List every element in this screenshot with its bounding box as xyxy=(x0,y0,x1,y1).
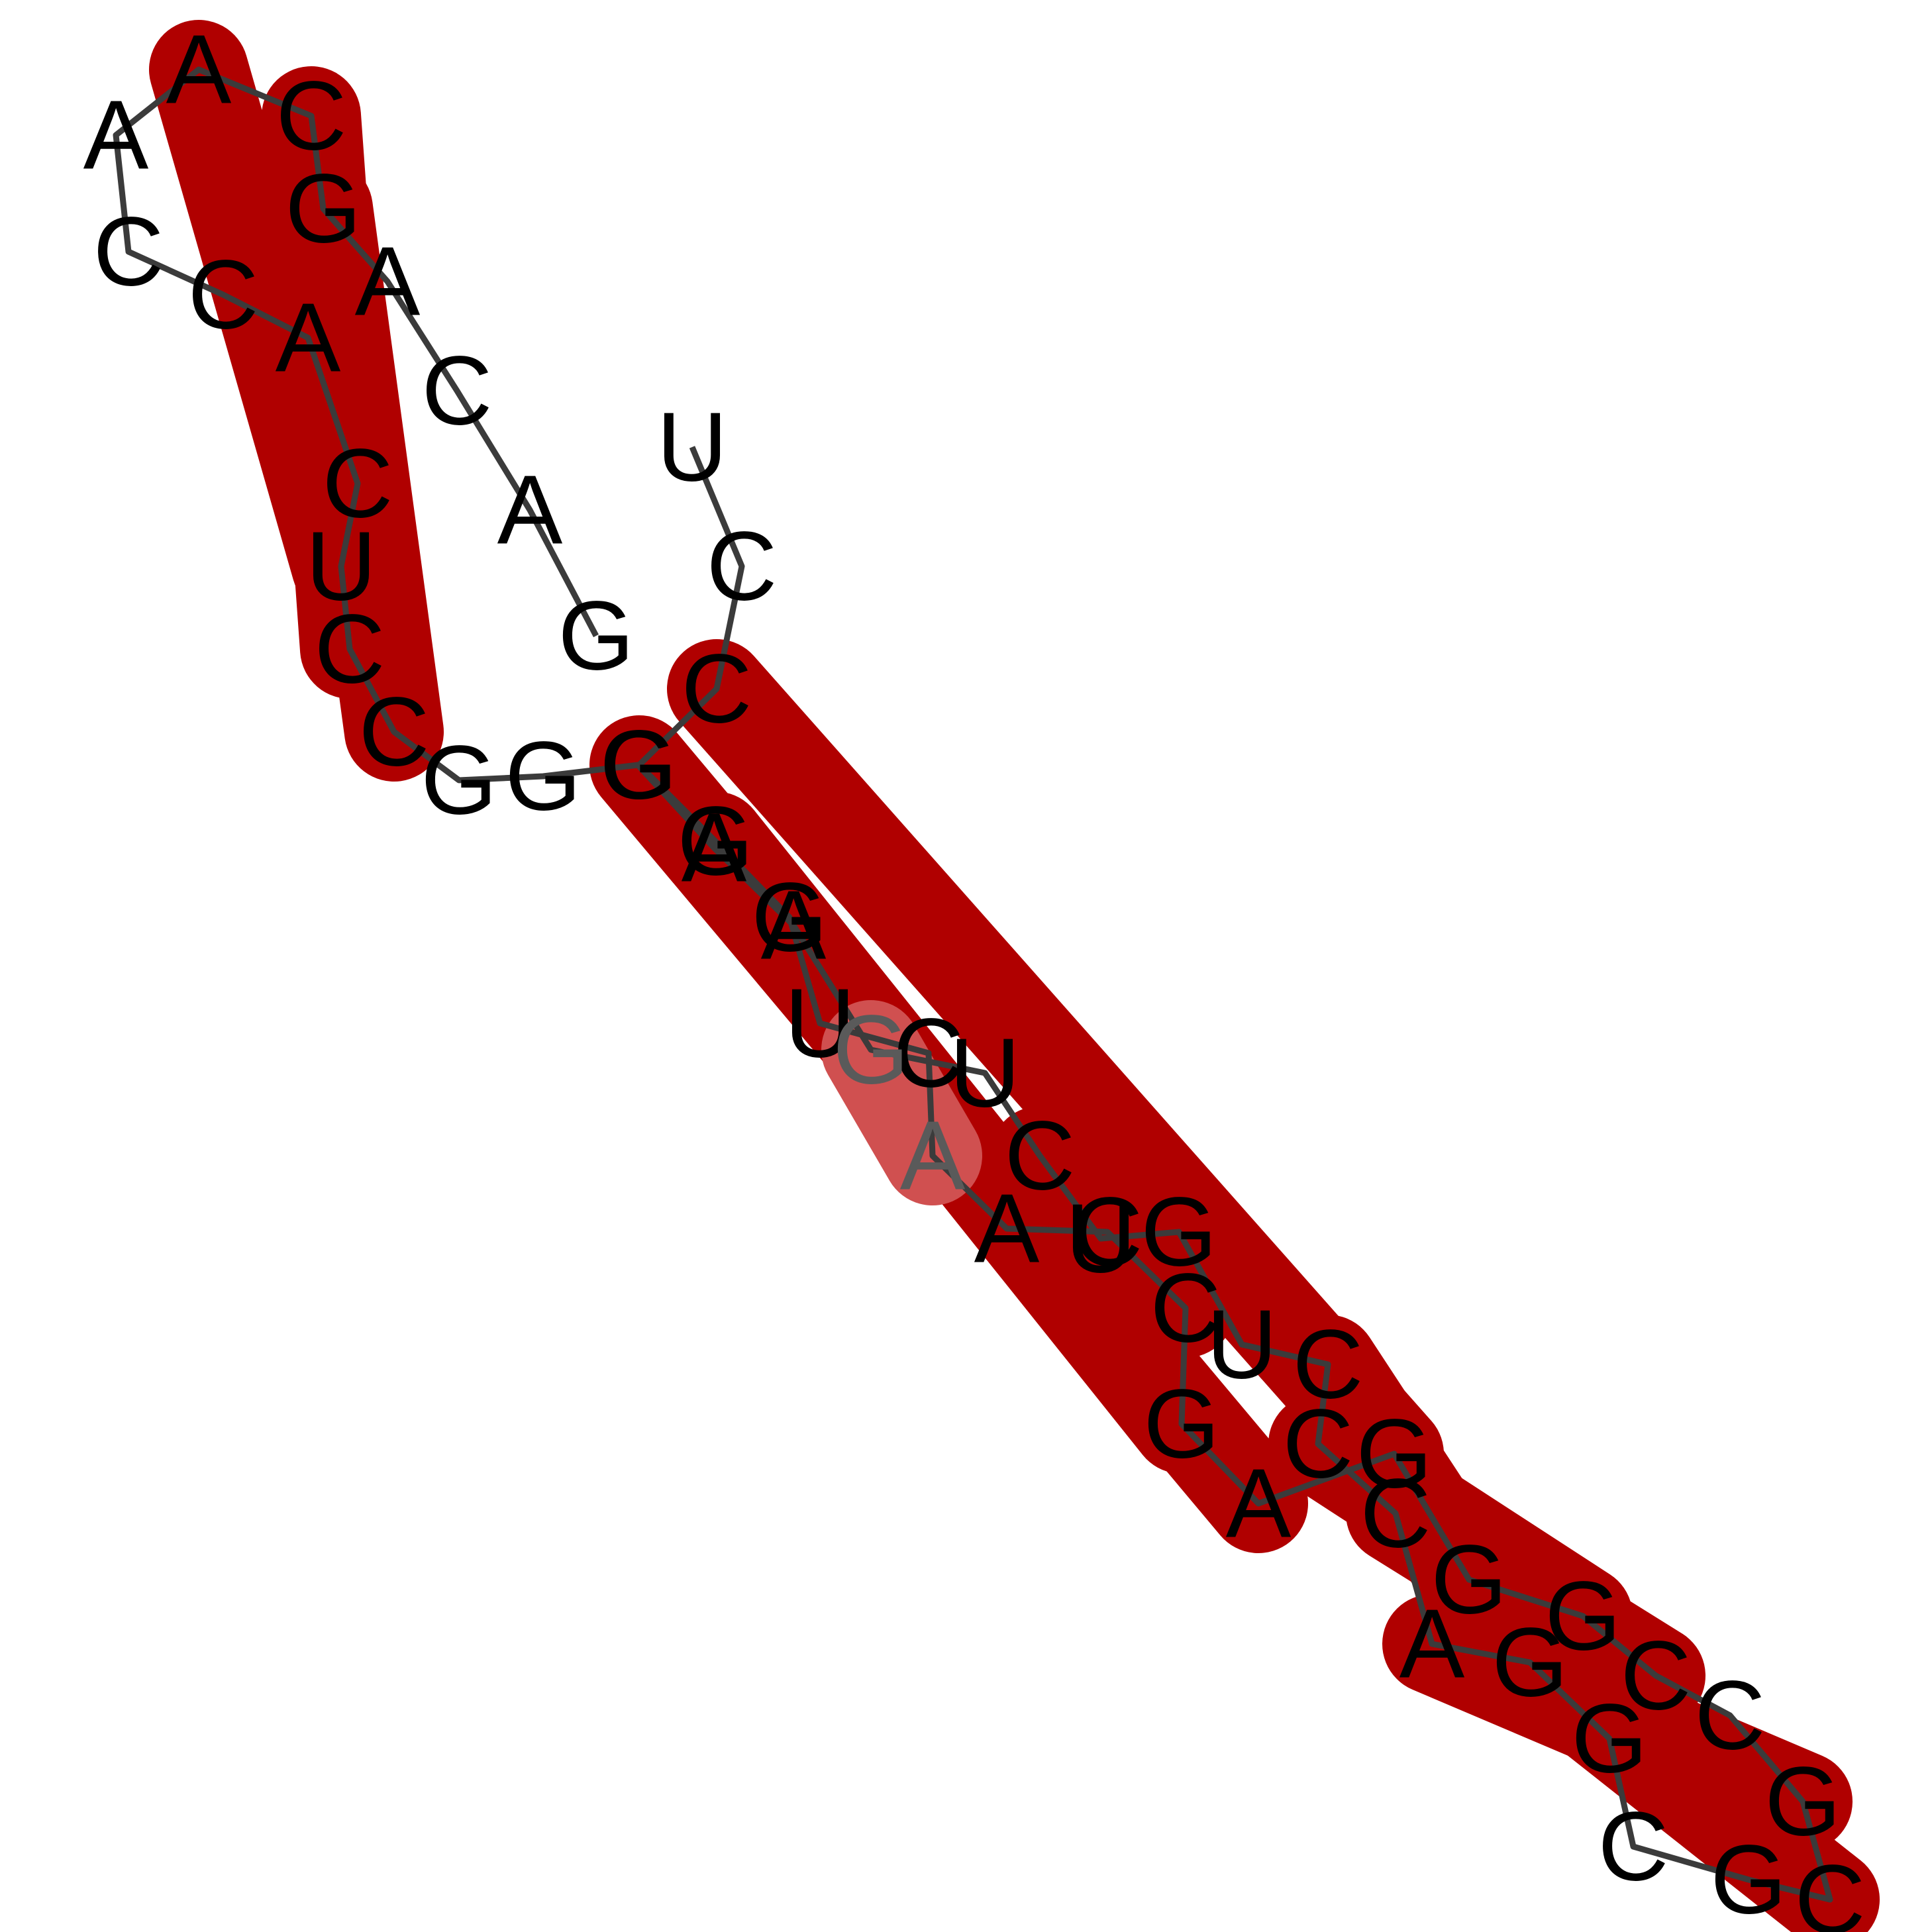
nucleotide-6: G xyxy=(751,863,827,972)
nucleotide-48: A xyxy=(83,81,149,190)
nucleotide-10: A xyxy=(974,1174,1040,1284)
nucleotide-51: G xyxy=(285,154,361,264)
nucleotide-33: C xyxy=(1005,1101,1076,1211)
base-pair-strong-8 xyxy=(1346,1464,1705,1725)
nucleotide-23: C xyxy=(1598,1792,1669,1902)
nucleotide-27: C xyxy=(1360,1459,1431,1568)
nucleotide-20: G xyxy=(1764,1747,1841,1856)
nucleotide-11: C xyxy=(1072,1178,1143,1287)
rna-backbone xyxy=(113,66,1833,1903)
nucleotide-14: A xyxy=(1226,1449,1292,1558)
nucleotide-12: C xyxy=(1150,1254,1221,1363)
nucleotide-16: G xyxy=(1431,1525,1507,1635)
base-pair-strong-10 xyxy=(1480,1613,1880,1932)
nucleotide-26: A xyxy=(1399,1590,1465,1699)
nucleotide-28: C xyxy=(1283,1390,1354,1499)
nucleotide-9: A xyxy=(900,1101,966,1211)
nucleotide-47: C xyxy=(93,197,164,307)
nucleotide-55: G xyxy=(558,582,634,691)
nucleotide-3: C xyxy=(682,635,752,744)
nucleotide-7: U xyxy=(785,969,856,1078)
nucleotide-31: G xyxy=(1141,1178,1217,1287)
nucleotide-22: G xyxy=(1710,1825,1786,1932)
nucleotide-54: A xyxy=(497,456,563,565)
nucleotide-8: C xyxy=(893,999,964,1108)
nucleotide-39: G xyxy=(505,722,581,831)
nucleotide-45: A xyxy=(276,283,341,393)
nucleotide-1: U xyxy=(657,393,728,502)
nucleotide-40: G xyxy=(421,726,497,835)
nucleotide-17: G xyxy=(1545,1562,1621,1671)
nucleotide-43: U xyxy=(306,512,377,621)
nucleotide-34: U xyxy=(950,1019,1021,1128)
nucleotide-37: A xyxy=(682,793,747,903)
nucleotide-18: C xyxy=(1621,1621,1692,1731)
base-pair-weak-3 xyxy=(821,1000,982,1205)
nucleotide-2: C xyxy=(707,512,778,621)
base-pair-strong-0 xyxy=(667,639,1444,1503)
nucleotide-44: C xyxy=(323,429,393,538)
nucleotide-50: C xyxy=(276,62,347,171)
nucleotide-41: C xyxy=(359,678,430,787)
nucleotide-38: G xyxy=(599,711,676,820)
nucleotide-24: G xyxy=(1571,1684,1647,1794)
nucleotide-49: A xyxy=(166,15,232,125)
nucleotide-42: C xyxy=(315,595,385,704)
nucleotide-19: C xyxy=(1695,1661,1766,1770)
nucleotide-36: A xyxy=(761,871,827,980)
nucleotide-25: G xyxy=(1492,1608,1568,1717)
nucleotide-35: G xyxy=(833,995,909,1105)
nucleotide-52: A xyxy=(355,227,421,336)
nucleotide-32: U xyxy=(1066,1184,1137,1294)
nucleotide-21: C xyxy=(1795,1845,1866,1932)
nucleotide-13: G xyxy=(1143,1370,1219,1479)
nucleotide-29: C xyxy=(1293,1310,1364,1419)
nucleotide-4: G xyxy=(601,711,677,820)
nucleotide-53: C xyxy=(422,336,493,446)
nucleotide-46: C xyxy=(188,240,259,350)
nucleotide-15: G xyxy=(1356,1399,1432,1509)
nucleotide-30: U xyxy=(1207,1290,1278,1399)
nucleotide-5: G xyxy=(677,787,753,896)
